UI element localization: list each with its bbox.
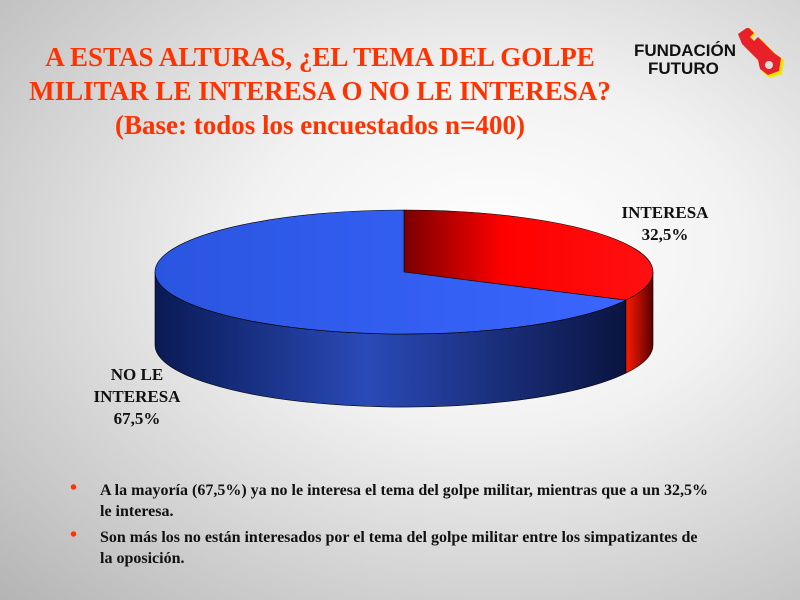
slice-value: 32,5% (641, 225, 689, 244)
slice-label: INTERESA (93, 387, 181, 406)
logo-line1: FUNDACIÓN (634, 41, 736, 60)
slice-label: NO LE (110, 365, 164, 384)
slice-label-no-interesa: NO LE INTERESA 67,5% (72, 364, 202, 430)
logo-line2: FUTURO (648, 59, 719, 78)
logo: FUNDACIÓN FUTURO (634, 28, 784, 80)
bullet-item: • Son más los no están interesados por el… (70, 524, 710, 569)
bullet-list: • A la mayoría (67,5%) ya no le interesa … (70, 477, 710, 574)
bullet-icon: • (70, 477, 78, 499)
slice-label: INTERESA (621, 203, 709, 222)
key-icon (738, 28, 784, 78)
bullet-text: A la mayoría (67,5%) ya no le interesa e… (100, 482, 708, 520)
pie-slice-interesa (403, 209, 654, 301)
pie-slice-no-le-interesa (154, 209, 627, 335)
bullet-item: • A la mayoría (67,5%) ya no le interesa … (70, 477, 710, 522)
title-line: MILITAR LE INTERESA O NO LE INTERESA? (29, 76, 611, 106)
slice-label-interesa: INTERESA 32,5% (600, 202, 730, 246)
title-line: A ESTAS ALTURAS, ¿EL TEMA DEL GOLPE (45, 42, 595, 72)
bullet-icon: • (70, 524, 78, 546)
slide-title: A ESTAS ALTURAS, ¿EL TEMA DEL GOLPE MILI… (20, 40, 620, 142)
slice-value: 67,5% (113, 409, 161, 428)
title-subline: (Base: todos los encuestados n=400) (115, 110, 525, 140)
bullet-text: Son más los no están interesados por el … (100, 529, 698, 567)
